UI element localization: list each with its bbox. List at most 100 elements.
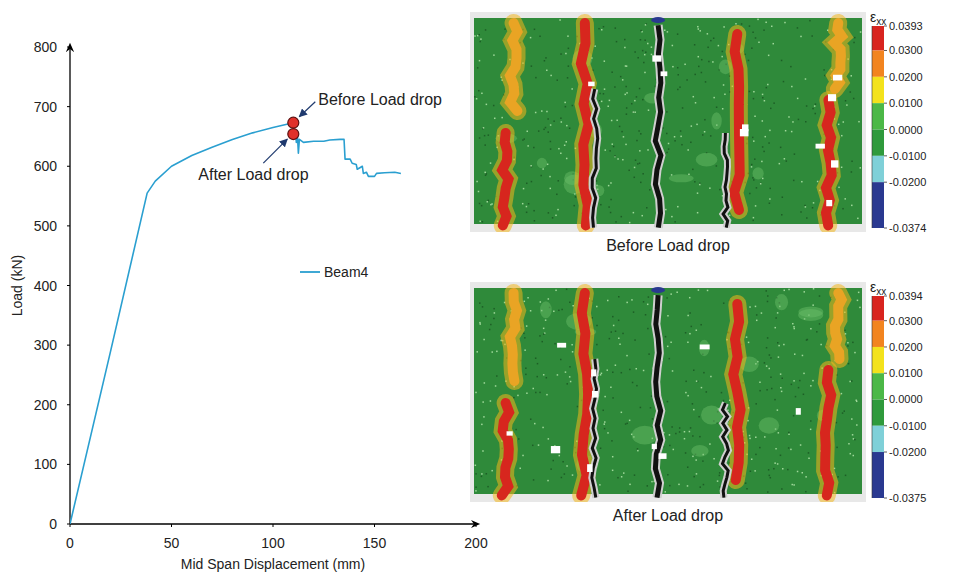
- image-caption: After Load drop: [613, 507, 723, 524]
- speckle: [817, 181, 819, 183]
- speckle: [768, 469, 770, 471]
- speckle: [848, 363, 850, 365]
- speckle: [475, 465, 477, 467]
- speckle: [751, 458, 753, 460]
- speckle: [703, 484, 705, 486]
- speckle: [626, 92, 628, 94]
- void: [742, 124, 748, 131]
- speckle: [698, 416, 700, 418]
- speckle: [810, 328, 812, 330]
- speckle: [572, 351, 574, 353]
- speckle: [566, 465, 568, 467]
- speckle: [534, 220, 536, 222]
- colorbar-tick: [884, 498, 887, 499]
- speckle: [759, 390, 761, 392]
- speckle: [754, 470, 756, 472]
- speckle: [559, 455, 561, 457]
- speckle: [638, 130, 640, 132]
- speckle: [626, 302, 628, 304]
- speckle: [680, 130, 682, 132]
- strain-halo: [502, 403, 509, 495]
- speckle: [723, 302, 725, 304]
- speckle: [687, 149, 689, 151]
- speckle: [601, 101, 603, 103]
- speckle: [799, 380, 801, 382]
- speckle: [626, 423, 628, 425]
- speckle: [783, 81, 785, 83]
- speckle: [700, 324, 702, 326]
- speckle: [546, 394, 548, 396]
- speckle: [778, 356, 780, 358]
- speckle: [718, 45, 720, 47]
- speckle: [612, 143, 614, 145]
- speckle: [856, 424, 858, 426]
- colorbar-axis: [872, 296, 873, 498]
- speckle: [800, 36, 802, 38]
- speckle: [490, 400, 492, 402]
- speckle: [721, 392, 723, 394]
- strain-band: [581, 293, 588, 495]
- speckle: [550, 148, 552, 150]
- speckle: [596, 344, 598, 346]
- speckle: [767, 337, 769, 339]
- speckle: [666, 297, 668, 299]
- aggregate: [537, 158, 547, 169]
- speckle: [629, 222, 631, 224]
- speckle: [547, 480, 549, 482]
- speckle: [772, 43, 774, 45]
- speckle: [601, 373, 603, 375]
- speckle: [767, 84, 769, 86]
- speckle: [763, 151, 765, 153]
- speckle: [762, 94, 764, 96]
- speckle: [851, 161, 853, 163]
- speckle: [808, 458, 810, 460]
- aggregate: [753, 167, 764, 179]
- strain-band: [825, 370, 831, 495]
- speckle: [522, 203, 524, 205]
- speckle: [719, 472, 721, 474]
- speckle: [617, 158, 619, 160]
- speckle: [702, 134, 704, 136]
- speckle: [766, 347, 768, 349]
- speckle: [540, 175, 542, 177]
- colorbar: 0.03940.03000.02000.01000.0000-0.0100-0.…: [870, 279, 926, 504]
- speckle: [608, 206, 610, 208]
- speckle: [530, 418, 532, 420]
- speckle: [494, 312, 496, 314]
- speckle: [684, 431, 686, 433]
- speckle: [667, 474, 669, 476]
- speckle: [540, 301, 542, 303]
- y-tick: [67, 524, 70, 525]
- speckle: [572, 474, 574, 476]
- speckle: [704, 131, 706, 133]
- speckle: [850, 75, 852, 77]
- speckle: [769, 188, 771, 190]
- plot-area: [70, 117, 401, 524]
- speckle: [674, 140, 676, 142]
- speckle: [643, 62, 645, 64]
- strain-band: [581, 23, 589, 225]
- series-line: [70, 123, 401, 524]
- speckle: [478, 191, 480, 193]
- speckle: [633, 212, 635, 214]
- speckle: [489, 329, 491, 331]
- speckle: [483, 416, 485, 418]
- speckle: [759, 382, 761, 384]
- speckle: [791, 384, 793, 386]
- speckle: [645, 314, 647, 316]
- speckle: [680, 136, 682, 138]
- speckle: [699, 30, 701, 32]
- aggregate: [759, 417, 780, 433]
- speckle: [475, 473, 477, 475]
- speckle: [545, 127, 547, 129]
- speckle: [566, 289, 568, 291]
- y-tick: [67, 225, 70, 226]
- speckle: [770, 477, 772, 479]
- speckle: [483, 127, 485, 129]
- colorbar-band: [872, 296, 884, 321]
- colorbar-band: [872, 156, 884, 182]
- speckle: [556, 79, 558, 81]
- speckle: [693, 409, 695, 411]
- speckle: [774, 399, 776, 401]
- speckle: [759, 447, 761, 449]
